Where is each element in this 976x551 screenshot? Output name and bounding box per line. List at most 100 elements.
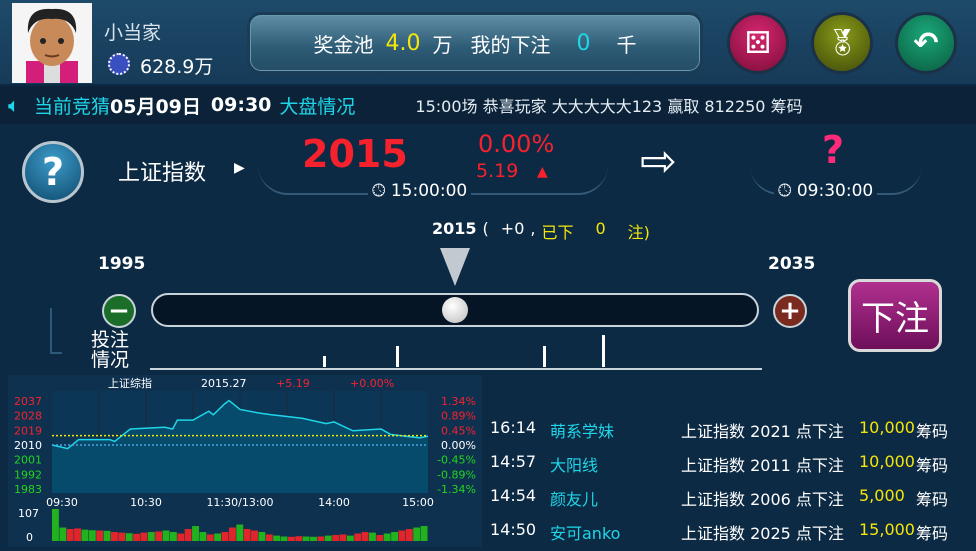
- record-user[interactable]: 颜友儿: [550, 490, 599, 509]
- volume-bar: [221, 532, 229, 541]
- increase-button[interactable]: +: [773, 294, 807, 328]
- bet-button[interactable]: 下注: [848, 279, 942, 352]
- chip-icon: [108, 53, 130, 75]
- prize-pool-panel: 奖金池 4.0 万 我的下注 0 千: [247, 12, 703, 74]
- help-button[interactable]: ?: [22, 141, 84, 203]
- range-max: 2035: [768, 254, 816, 274]
- volume-bar: [258, 532, 266, 541]
- record-amount: 10,000: [859, 452, 915, 471]
- record-text: 上证指数 2021 点下注: [681, 422, 844, 441]
- x-tick-label: 15:00: [402, 496, 434, 509]
- my-bet-label: 我的下注: [470, 32, 551, 57]
- chart-current: 2015.27: [201, 377, 247, 390]
- volume-bar: [162, 530, 170, 541]
- placed-count: 0: [595, 219, 606, 238]
- y-tick-label: 2010: [14, 439, 42, 452]
- volume-bar: [74, 528, 81, 541]
- clock-icon: 🕓︎: [372, 181, 386, 201]
- record-time: 14:50: [490, 520, 537, 539]
- avatar[interactable]: [12, 3, 92, 83]
- volume-bar: [317, 536, 325, 541]
- volume-bar: [206, 534, 214, 541]
- vol-tick-label: 107: [18, 507, 39, 520]
- medal-icon: 🏅︎: [825, 28, 859, 58]
- volume-bar: [302, 536, 310, 541]
- news-ticker: 15:00场 恭喜玩家 大大大大大123 赢取 812250 筹码: [415, 97, 803, 116]
- pool-value: 4.0: [385, 30, 421, 56]
- distribution-bar: [396, 345, 400, 367]
- volume-bar: [251, 530, 258, 541]
- volume-bar: [236, 524, 244, 541]
- record-time: 14:54: [490, 486, 537, 505]
- y-tick-label: 2001: [14, 454, 42, 467]
- distribution-label: 投注情况: [91, 329, 130, 371]
- volume-bar: [420, 526, 428, 541]
- target-value: ?: [822, 128, 845, 172]
- pct-tick-label: 0.89%: [441, 410, 476, 423]
- record-user[interactable]: 萌系学妹: [550, 422, 615, 441]
- volume-bar: [125, 533, 133, 541]
- volume-bar: [110, 532, 118, 541]
- volume-bar: [243, 529, 251, 541]
- record-text: 上证指数 2025 点下注: [681, 524, 844, 543]
- volume-bar: [324, 535, 332, 541]
- pct-tick-label: -0.89%: [437, 468, 476, 481]
- chart-title: 上证综指: [108, 376, 152, 390]
- volume-bar: [287, 536, 295, 541]
- close-time: 🕓︎ 15:00:00: [368, 181, 472, 201]
- chart-change: +5.19: [276, 377, 310, 390]
- clock-icon: 🕓︎: [778, 181, 792, 201]
- volume-bar: [376, 535, 384, 541]
- index-name: 上证指数: [118, 161, 207, 186]
- close-time-value: 15:00:00: [390, 181, 468, 201]
- decrease-button[interactable]: −: [102, 294, 136, 328]
- volume-bar: [361, 532, 369, 541]
- volume-bar: [147, 532, 155, 541]
- index-change-pct: 0.00%: [478, 130, 555, 158]
- volume-bar: [133, 533, 140, 541]
- volume-bar: [354, 533, 362, 541]
- x-tick-label: 11:30/13:00: [206, 496, 273, 509]
- volume-bar: [52, 509, 59, 541]
- volume-bar: [310, 536, 317, 541]
- volume-bar: [228, 527, 236, 541]
- y-tick-label: 1992: [14, 468, 42, 481]
- pct-tick-label: 1.34%: [441, 395, 476, 408]
- ticker-date: 05月09日: [110, 95, 201, 118]
- play-icon: ▶: [234, 160, 245, 176]
- paren: (: [482, 219, 489, 238]
- bracket-decoration: [50, 308, 62, 354]
- index-chart: 上证综指 2015.27 +5.19 +0.00% 2037 2028 2019 2010 20…: [8, 375, 482, 547]
- medal-button[interactable]: 🏅︎: [811, 12, 873, 74]
- volume-bar: [96, 530, 104, 541]
- distribution-axis: [150, 368, 762, 370]
- back-button[interactable]: ↶: [895, 12, 957, 74]
- volume-bar: [413, 527, 421, 541]
- volume-bar: [81, 529, 89, 541]
- volume-bar: [155, 531, 163, 541]
- bet-summary: 2015 ( +0, 已下 0 注): [432, 219, 650, 243]
- y-tick-label: 2028: [14, 410, 42, 423]
- speaker-icon[interactable]: 🔈︎: [8, 93, 20, 117]
- pct-tick-label: 0.00%: [441, 439, 476, 452]
- record-amount: 10,000: [859, 418, 915, 437]
- volume-bar: [177, 533, 185, 541]
- volume-bar: [118, 532, 126, 541]
- record-user[interactable]: 安可anko: [550, 524, 621, 543]
- record-time: 16:14: [490, 418, 537, 437]
- slider-knob[interactable]: [442, 297, 468, 323]
- volume-bar: [398, 530, 406, 541]
- player-coins: 628.9万: [140, 56, 214, 78]
- record-unit: 筹码: [916, 456, 949, 475]
- arrow-right-icon: ⇨: [640, 136, 677, 187]
- placed-unit: 注): [627, 223, 650, 242]
- volume-bar: [339, 534, 347, 541]
- bet-value: 2015: [432, 219, 477, 238]
- record-user[interactable]: 大阳线: [550, 456, 599, 475]
- market-link[interactable]: 大盘情况: [279, 95, 356, 118]
- pool-unit: 万: [432, 32, 453, 57]
- volume-bar: [169, 532, 177, 541]
- dice-button[interactable]: ⚄: [727, 12, 789, 74]
- pointer-indicator: [440, 248, 470, 286]
- volume-bar: [405, 529, 413, 541]
